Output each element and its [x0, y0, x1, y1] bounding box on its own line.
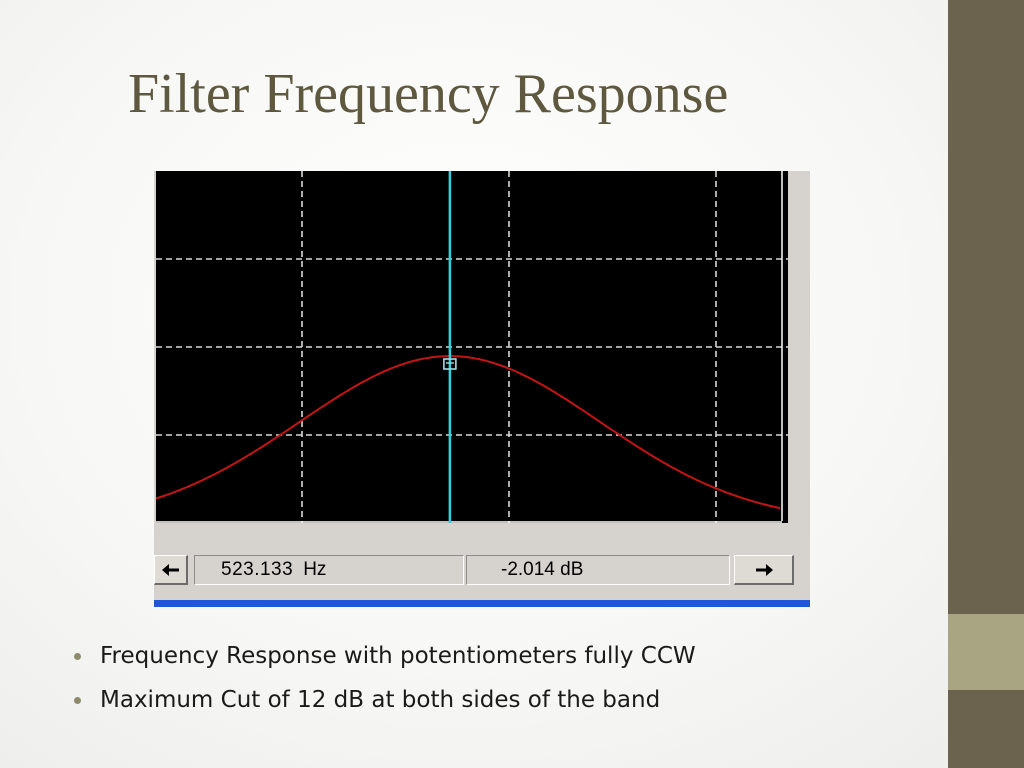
frequency-value: 523.133	[221, 559, 294, 580]
bullet-icon	[74, 653, 81, 660]
response-curve	[155, 355, 781, 510]
frequency-response-plot[interactable]	[154, 171, 810, 551]
slide-side-accent	[948, 614, 1024, 690]
window-bottom-strip	[154, 600, 810, 607]
bullet-text: Maximum Cut of 12 dB at both sides of th…	[100, 687, 661, 713]
bullet-icon	[74, 697, 81, 704]
bullet-item: Frequency Response with potentiometers f…	[72, 638, 696, 682]
cursor-marker-icon[interactable]	[443, 358, 457, 370]
slide-title: Filter Frequency Response	[128, 63, 729, 125]
bullet-text: Frequency Response with potentiometers f…	[100, 643, 696, 669]
arrow-left-icon[interactable]	[154, 555, 188, 585]
bullet-item: Maximum Cut of 12 dB at both sides of th…	[72, 682, 696, 726]
frequency-analyzer-window: 523.133 Hz -2.014 dB	[154, 171, 810, 607]
frequency-unit: Hz	[303, 559, 327, 580]
level-readout: -2.014 dB	[466, 555, 730, 585]
plot-grid	[156, 171, 788, 523]
bullet-list: Frequency Response with potentiometers f…	[72, 638, 696, 726]
analyzer-status-bar: 523.133 Hz -2.014 dB	[154, 551, 810, 591]
frequency-readout: 523.133 Hz	[194, 555, 464, 585]
arrow-right-icon[interactable]	[734, 555, 794, 585]
